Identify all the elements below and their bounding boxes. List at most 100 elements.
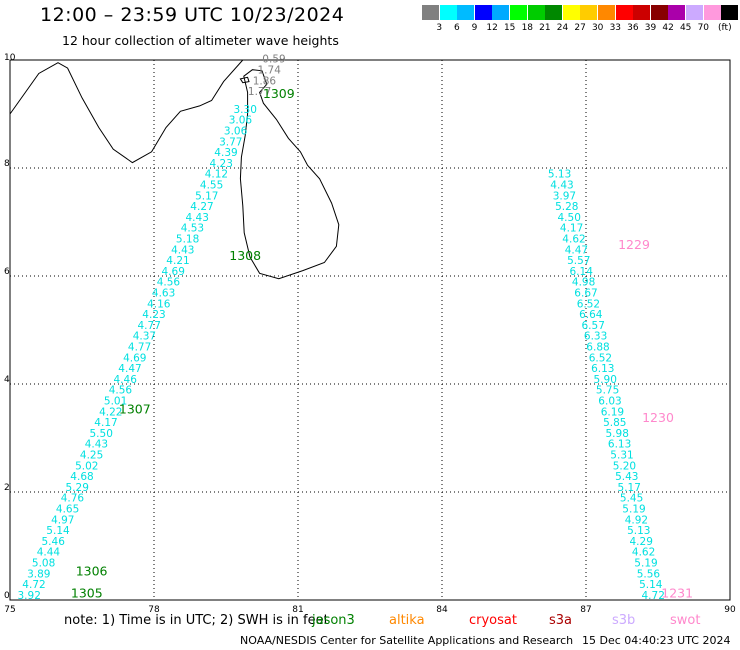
map-title: 12:00 – 23:59 UTC 10/23/2024 — [40, 4, 345, 26]
lon-tick-label: 90 — [724, 605, 736, 615]
wave-height-value: 4.27 — [190, 201, 213, 213]
wave-height-value: 4.97 — [51, 514, 74, 526]
wave-height-value: 5.85 — [603, 417, 626, 429]
wave-height-value: 6.33 — [584, 331, 607, 343]
wave-height-value: 4.55 — [200, 180, 223, 192]
pass-time-label: 1307 — [119, 402, 151, 417]
pass-time-label: 1308 — [229, 248, 261, 263]
lon-tick-label: 81 — [292, 605, 303, 615]
wave-height-value: 4.37 — [133, 331, 156, 343]
legend-swatch — [422, 5, 439, 20]
legend-label: 21 — [539, 23, 551, 33]
wave-height-value: 4.65 — [56, 504, 79, 516]
wave-height-value: 4.25 — [80, 450, 103, 462]
wave-height-value: 4.68 — [70, 471, 93, 483]
satellite-legend-item: swot — [670, 613, 701, 628]
satellite-legend-item: altika — [389, 613, 425, 628]
legend-label: 6 — [454, 23, 460, 33]
wave-height-value: 5.02 — [75, 460, 98, 472]
legend-swatch — [721, 5, 739, 20]
wave-height-value: 4.12 — [205, 169, 228, 181]
axis-tick-labels: 75 78 81 84 87 90 0 2 4 6 8 10 — [4, 53, 736, 615]
coastline-path — [239, 76, 250, 84]
wave-height-value: 3.30 — [234, 104, 257, 116]
wave-height-value: 5.14 — [46, 525, 70, 537]
legend-swatch — [492, 5, 510, 20]
wave-height-value: 5.19 — [622, 504, 645, 516]
wave-height-value: 5.45 — [620, 493, 643, 505]
wave-height-value: 5.56 — [637, 568, 661, 580]
wave-height-value: 5.31 — [610, 450, 633, 462]
wave-height-value: 6.52 — [589, 352, 612, 364]
wave-height-value: 4.53 — [181, 223, 204, 235]
wave-height-value: 4.92 — [625, 514, 648, 526]
pass-time-label: 1309 — [263, 86, 295, 101]
wave-height-value: 1.74 — [258, 65, 282, 77]
legend-swatch — [439, 5, 457, 20]
wave-height-value: 5.13 — [627, 525, 650, 537]
wave-height-value: 3.06 — [229, 115, 253, 127]
legend-label: 24 — [556, 23, 569, 33]
satellite-legend-item: s3b — [612, 613, 636, 628]
lat-tick-label: 0 — [4, 591, 10, 601]
wave-height-value: 4.17 — [560, 223, 583, 235]
wave-height-value: 3.06 — [224, 126, 248, 138]
wave-height-value: 6.14 — [570, 266, 594, 278]
legend-swatch — [686, 5, 703, 20]
legend-swatch — [615, 5, 633, 20]
coastline-path — [239, 69, 340, 280]
wave-height-value: 4.98 — [572, 277, 595, 289]
wave-height-value: 4.43 — [171, 244, 194, 256]
satellite-legend-item: cryosat — [469, 613, 517, 628]
wave-height-value: 5.90 — [594, 374, 617, 386]
wave-height-value: 5.17 — [618, 482, 641, 494]
wave-height-value: 6.13 — [608, 439, 631, 451]
wave-height-value: 4.72 — [642, 590, 665, 602]
legend-swatch — [580, 5, 598, 20]
lon-tick-label: 78 — [148, 605, 160, 615]
wave-height-value: 4.76 — [61, 493, 85, 505]
wave-height-value: 4.17 — [94, 417, 117, 429]
wave-height-value: 6.57 — [582, 320, 605, 332]
wave-height-value: 4.16 — [147, 298, 171, 310]
legend-swatch — [668, 5, 686, 20]
wave-height-value: 4.43 — [186, 212, 209, 224]
wave-height-value: 3.97 — [553, 190, 576, 202]
legend-swatch — [474, 5, 492, 20]
legend-swatch — [650, 5, 668, 20]
wave-height-value: 3.89 — [27, 568, 50, 580]
units-note: note: 1) Time is in UTC; 2) SWH is in fe… — [64, 613, 329, 628]
wave-height-value: 5.14 — [639, 579, 663, 591]
lat-tick-label: 2 — [4, 483, 10, 493]
wave-height-value: 4.43 — [550, 180, 573, 192]
wave-height-value: 4.23 — [210, 158, 233, 170]
legend-swatch — [510, 5, 527, 20]
lon-tick-label: 75 — [4, 605, 15, 615]
wave-height-value: 6.67 — [574, 288, 597, 300]
satellite-legend-item: s3a — [549, 613, 573, 628]
wave-height-value: 4.43 — [85, 439, 108, 451]
legend-label: 33 — [609, 23, 622, 33]
wave-height-value: 0.59 — [262, 54, 285, 66]
coastline-path — [9, 59, 244, 164]
legend-swatch — [703, 5, 721, 20]
legend-label: 27 — [574, 23, 586, 33]
legend-label: 45 — [679, 23, 692, 33]
pass-time-label: 1230 — [642, 410, 674, 425]
lon-tick-label: 84 — [436, 605, 448, 615]
wave-height-value: 4.56 — [109, 385, 133, 397]
wave-height-value: 4.47 — [565, 244, 588, 256]
wave-height-value: 5.01 — [104, 396, 127, 408]
lon-tick-label: 87 — [580, 605, 591, 615]
legend-label: 42 — [662, 23, 674, 33]
lat-tick-label: 8 — [4, 159, 10, 169]
wave-height-value: 5.98 — [606, 428, 629, 440]
wave-height-value: 4.47 — [118, 363, 141, 375]
wave-height-value: 6.13 — [591, 363, 614, 375]
wave-height-value: 5.19 — [634, 558, 657, 570]
lat-tick-label: 6 — [4, 267, 10, 277]
wave-height-value: 4.69 — [123, 352, 146, 364]
wave-height-value: 5.13 — [548, 169, 571, 181]
pass-time-label: 1305 — [71, 585, 103, 600]
